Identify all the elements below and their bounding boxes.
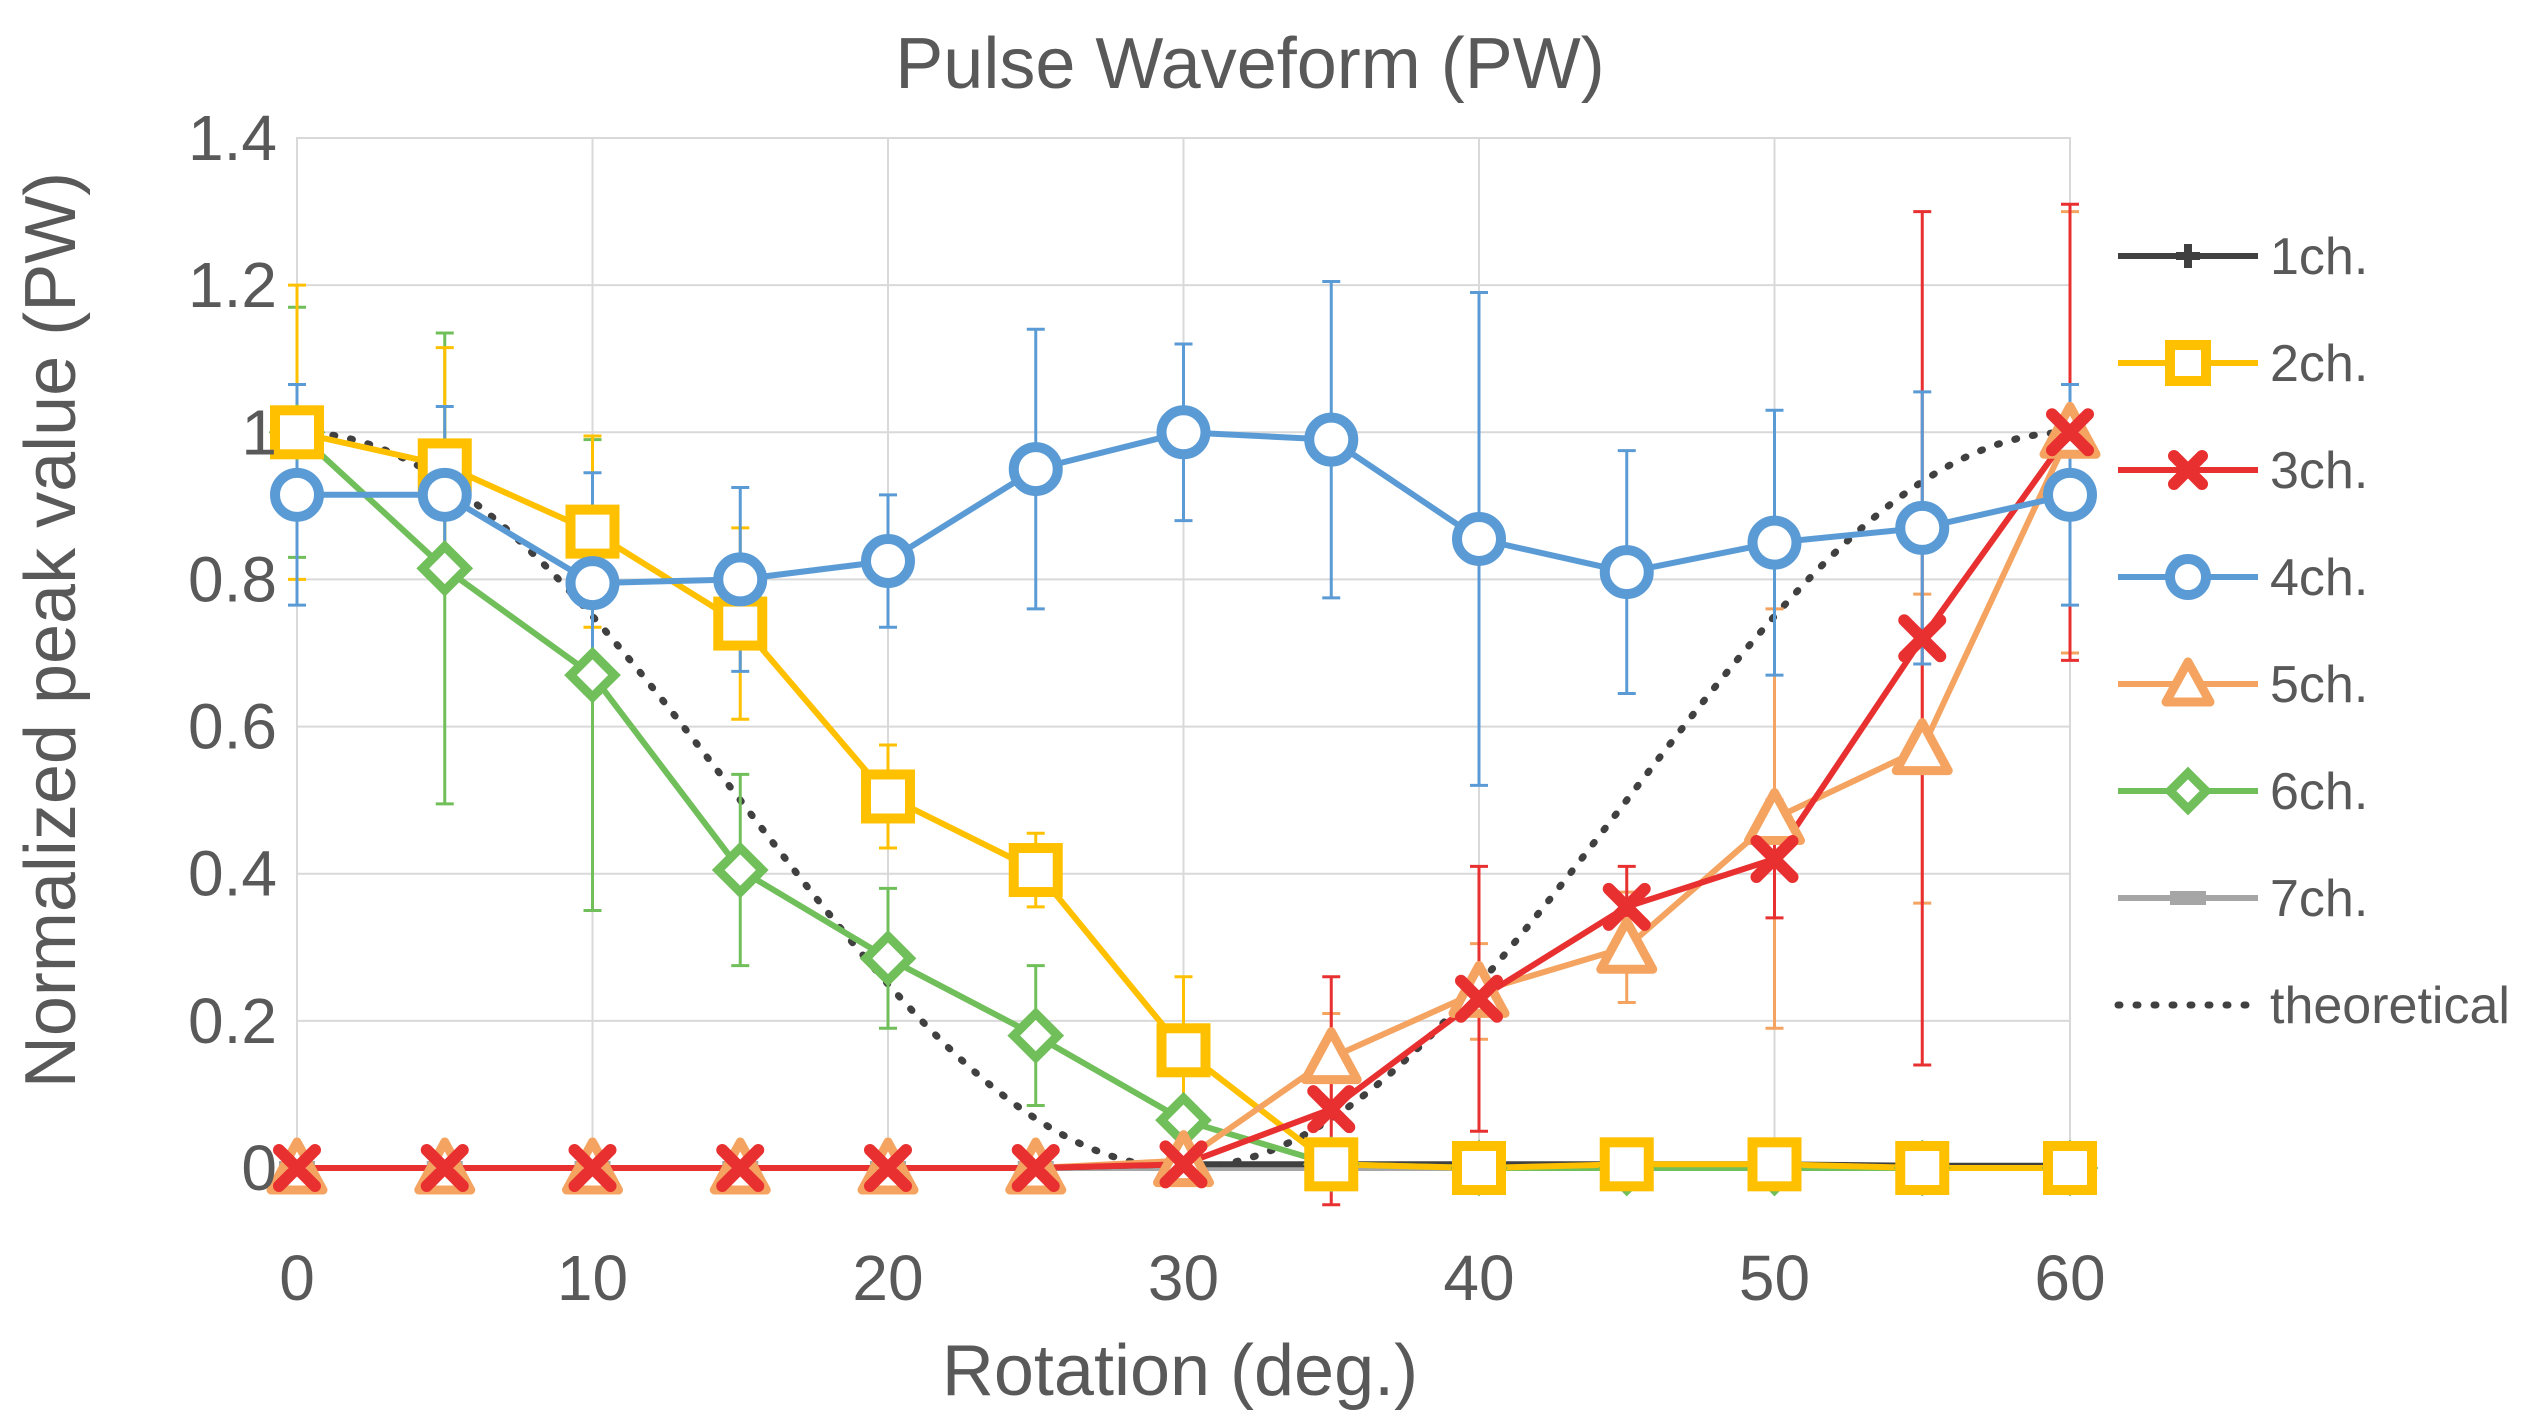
marker-6ch-15 <box>711 841 769 899</box>
marker-4ch-50 <box>1747 515 1802 570</box>
legend-item-theoretical: theoretical <box>2114 977 2510 1035</box>
marker-3ch-20 <box>864 1144 912 1192</box>
y-tick-label-0: 0 <box>241 1132 277 1204</box>
marker-2ch-15 <box>713 596 768 651</box>
marker-4ch-40 <box>1452 511 1506 566</box>
y-tick-label-0.6: 0.6 <box>188 691 277 763</box>
marker-3ch-50 <box>1750 835 1799 883</box>
legend-marker-1ch <box>2176 244 2200 268</box>
y-tick-label-0.8: 0.8 <box>188 543 277 615</box>
marker-3ch-40 <box>1455 974 1503 1023</box>
marker-3ch-55 <box>1898 614 1947 663</box>
x-tick-label-50: 50 <box>1739 1242 1810 1314</box>
legend-label-1ch: 1ch. <box>2270 228 2368 286</box>
x-tick-label-40: 40 <box>1443 1242 1514 1314</box>
marker-4ch-0 <box>270 467 324 522</box>
y-tick-label-1.4: 1.4 <box>188 102 277 174</box>
marker-4ch-55 <box>1895 500 1950 555</box>
marker-5ch-45 <box>1596 916 1658 974</box>
y-tick-label-1: 1 <box>241 396 277 468</box>
marker-3ch-0 <box>273 1144 321 1192</box>
marker-6ch-20 <box>859 929 917 987</box>
legend-marker-6ch <box>2163 766 2213 816</box>
marker-4ch-60 <box>2043 467 2097 522</box>
marker-3ch-15 <box>716 1144 765 1192</box>
marker-3ch-60 <box>2046 408 2094 457</box>
legend-marker-5ch <box>2161 657 2215 707</box>
marker-2ch-45 <box>1599 1137 1654 1192</box>
markers-group <box>266 401 2101 1197</box>
x-tick-label-60: 60 <box>2034 1242 2105 1314</box>
tick-labels-group: 0 0.2 0.4 0.6 0.8 1 1.2 1.4 0 10 20 30 40 50 60 <box>188 102 2106 1314</box>
x-tick-label-20: 20 <box>852 1242 923 1314</box>
legend-item-4ch: 4ch. <box>2118 549 2368 607</box>
legend-item-1ch: 1ch. <box>2118 228 2368 286</box>
marker-4ch-45 <box>1599 545 1654 600</box>
legend-item-6ch: 6ch. <box>2118 763 2368 821</box>
marker-4ch-15 <box>713 552 768 607</box>
legend-marker-2ch <box>2165 340 2211 386</box>
marker-2ch-35 <box>1304 1137 1359 1192</box>
y-axis-title: Normalized peak value (PW) <box>11 172 91 1088</box>
marker-4ch-35 <box>1304 412 1359 467</box>
y-tick-label-1.2: 1.2 <box>188 249 277 321</box>
marker-4ch-5 <box>417 467 472 522</box>
marker-3ch-25 <box>1011 1144 1060 1192</box>
marker-2ch-60 <box>2043 1141 2097 1195</box>
marker-5ch-55 <box>1891 718 1953 776</box>
marker-6ch-25 <box>1007 1007 1065 1064</box>
marker-2ch-20 <box>861 769 915 824</box>
legend-label-4ch: 4ch. <box>2270 549 2368 607</box>
marker-3ch-45 <box>1602 882 1651 931</box>
legend-label-3ch: 3ch. <box>2270 442 2368 500</box>
marker-2ch-25 <box>1008 843 1063 898</box>
marker-5ch-35 <box>1300 1027 1362 1085</box>
marker-3ch-10 <box>568 1144 617 1192</box>
legend-marker-3ch <box>2168 450 2208 490</box>
marker-3ch-30 <box>1159 1140 1208 1189</box>
marker-4ch-30 <box>1156 405 1211 460</box>
legend-item-5ch: 5ch. <box>2118 656 2368 714</box>
marker-5ch-50 <box>1744 788 1805 846</box>
y-tick-label-0.2: 0.2 <box>188 985 277 1057</box>
legend-item-2ch: 2ch. <box>2118 335 2368 393</box>
marker-4ch-20 <box>861 534 915 589</box>
marker-2ch-0 <box>270 405 324 460</box>
y-tick-label-0.4: 0.4 <box>188 838 277 910</box>
marker-6ch-5 <box>416 540 474 597</box>
legend: 1ch. 2ch. 3ch. 4ch. 5ch. 6ch. 7ch. theoretical <box>2114 228 2510 1035</box>
marker-2ch-10 <box>565 504 620 559</box>
legend-label-2ch: 2ch. <box>2270 335 2368 393</box>
marker-3ch-5 <box>420 1144 469 1192</box>
marker-4ch-10 <box>565 556 620 611</box>
marker-4ch-25 <box>1008 442 1063 497</box>
marker-2ch-30 <box>1156 1023 1211 1078</box>
legend-marker-4ch <box>2165 554 2211 600</box>
marker-2ch-40 <box>1452 1141 1506 1195</box>
x-axis-title: Rotation (deg.) <box>942 1331 1418 1411</box>
marker-6ch-10 <box>564 646 621 704</box>
x-tick-label-30: 30 <box>1148 1242 1219 1314</box>
marker-2ch-55 <box>1895 1141 1950 1195</box>
x-tick-label-10: 10 <box>557 1242 628 1314</box>
legend-label-theoretical: theoretical <box>2270 977 2510 1035</box>
legend-label-5ch: 5ch. <box>2270 656 2368 714</box>
legend-item-3ch: 3ch. <box>2118 442 2368 500</box>
marker-2ch-50 <box>1747 1137 1802 1192</box>
marker-3ch-35 <box>1307 1085 1356 1134</box>
legend-label-6ch: 6ch. <box>2270 763 2368 821</box>
chart-title: Pulse Waveform (PW) <box>895 24 1604 104</box>
legend-item-7ch: 7ch. <box>2118 870 2368 928</box>
legend-label-7ch: 7ch. <box>2270 870 2368 928</box>
x-tick-label-0: 0 <box>279 1242 315 1314</box>
legend-marker-7ch <box>2170 891 2206 905</box>
